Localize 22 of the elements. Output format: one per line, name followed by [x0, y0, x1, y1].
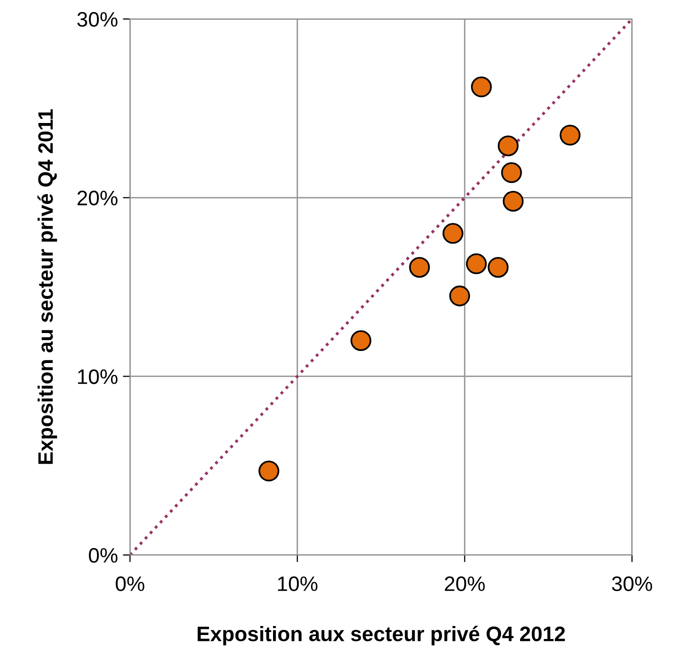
y-tick-label: 0%: [88, 548, 118, 563]
point: [488, 256, 509, 278]
point: [442, 222, 464, 244]
y-tick-label: 20%: [78, 190, 118, 206]
x-tick-label: 10%: [278, 576, 318, 592]
x-axis-title: Exposition aux secteur privé Q4 2012: [198, 626, 565, 646]
point: [409, 256, 430, 278]
point: [498, 135, 519, 156]
y-tick-label: 10%: [78, 369, 118, 384]
x-tick-label: 0%: [116, 576, 144, 592]
point: [466, 253, 487, 274]
x-tick-label: 20%: [444, 576, 485, 592]
y-tick-label: 30%: [77, 12, 118, 27]
point: [502, 190, 524, 212]
point: [350, 330, 372, 352]
point: [470, 76, 492, 98]
point: [560, 124, 580, 146]
x-tick-label: 30%: [612, 576, 652, 592]
point: [449, 286, 470, 306]
point: [258, 460, 280, 482]
point: [501, 162, 522, 184]
y-axis-title: Exposition au secteur privé Q4 2011: [37, 109, 58, 464]
